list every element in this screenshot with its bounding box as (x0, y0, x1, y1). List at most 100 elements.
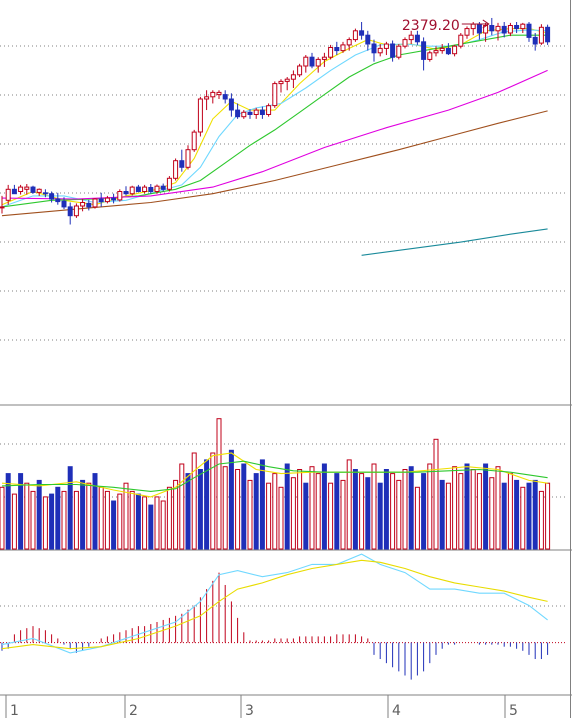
high-price-arrow (461, 19, 490, 29)
volume-bar (204, 459, 210, 550)
candle-body (532, 36, 538, 45)
candle (191, 129, 197, 152)
candle-body (458, 34, 464, 47)
candle (507, 22, 513, 37)
volume-bar (352, 469, 358, 550)
candle-body (470, 23, 476, 30)
candle-body (222, 94, 228, 100)
volume-bar (272, 473, 278, 550)
ma250-line (361, 228, 548, 256)
candle (61, 197, 67, 210)
volume-bar (61, 490, 67, 550)
volume-bar (297, 469, 303, 550)
volume-bar (377, 482, 383, 550)
candle (142, 184, 148, 194)
candle (383, 41, 389, 56)
candle (154, 184, 160, 194)
volume-bar (315, 473, 321, 550)
candle (526, 22, 532, 42)
candle (235, 103, 241, 119)
candle-body (129, 186, 135, 195)
candle-body (148, 187, 154, 192)
volume-bar (483, 463, 489, 550)
candle (36, 188, 42, 196)
candle (135, 184, 141, 193)
volume-bar (73, 490, 79, 550)
candle-body (495, 25, 501, 32)
candle-body (49, 193, 55, 200)
candle-body (123, 191, 129, 195)
candle (352, 28, 358, 42)
candle (18, 184, 24, 195)
x-tick-label-1: 1 (10, 703, 19, 718)
x-tick-label-2: 2 (129, 703, 138, 718)
candle (166, 176, 172, 192)
candle-body (383, 43, 389, 49)
volume-bar (5, 473, 11, 550)
candle (42, 189, 48, 198)
candle (185, 145, 191, 170)
volume-bar (538, 490, 544, 550)
candle-body (402, 39, 408, 47)
candle (92, 198, 98, 209)
candle-body (489, 25, 495, 32)
volume-bar (266, 482, 272, 550)
volume-bar (92, 473, 98, 550)
candle-body (507, 25, 513, 34)
volume-bar (36, 479, 42, 550)
candle-body (92, 198, 98, 208)
candle-body (377, 47, 383, 54)
candle (67, 202, 73, 225)
volume-bar (253, 473, 259, 550)
candle-body (104, 197, 110, 203)
candle (266, 103, 272, 117)
candle (210, 90, 216, 104)
candle (452, 44, 458, 57)
volume-bar (532, 479, 538, 550)
candle (216, 90, 222, 100)
volume-bar (408, 466, 414, 550)
volume-bar (284, 463, 290, 550)
candle-body (476, 23, 482, 34)
candle (433, 46, 439, 57)
candle (272, 81, 278, 108)
volume-bar (501, 482, 507, 550)
candle-body (235, 109, 241, 118)
candle-body (439, 47, 445, 52)
candle (104, 195, 110, 204)
candle-body (241, 111, 247, 118)
macd-histogram (1, 572, 549, 680)
candle-body (210, 91, 216, 98)
candle (86, 199, 92, 211)
candle (377, 44, 383, 57)
volume-bar (98, 486, 104, 550)
candle (458, 33, 464, 49)
candle-body (297, 65, 303, 76)
candle-body (340, 44, 346, 52)
candle-body (352, 30, 358, 41)
candle-body (160, 185, 166, 190)
candle-body (309, 56, 315, 67)
candle (111, 193, 117, 204)
volume-bar (123, 482, 129, 550)
candle (73, 203, 79, 218)
volume-bar (427, 463, 433, 550)
candle-body (303, 56, 309, 67)
volume-bar (154, 496, 160, 550)
candle-body (30, 186, 36, 193)
volume-bar (396, 479, 402, 550)
candle-body (390, 43, 396, 58)
candle (241, 110, 247, 119)
volume-bar (30, 490, 36, 550)
volume-bar (135, 493, 141, 550)
candle (340, 41, 346, 53)
candle-body (433, 50, 439, 54)
candle-body (80, 202, 86, 207)
volume-bar (520, 486, 526, 550)
volume-bar (445, 482, 451, 550)
candle (538, 24, 544, 45)
candle (160, 183, 166, 192)
candle-body (290, 74, 296, 80)
